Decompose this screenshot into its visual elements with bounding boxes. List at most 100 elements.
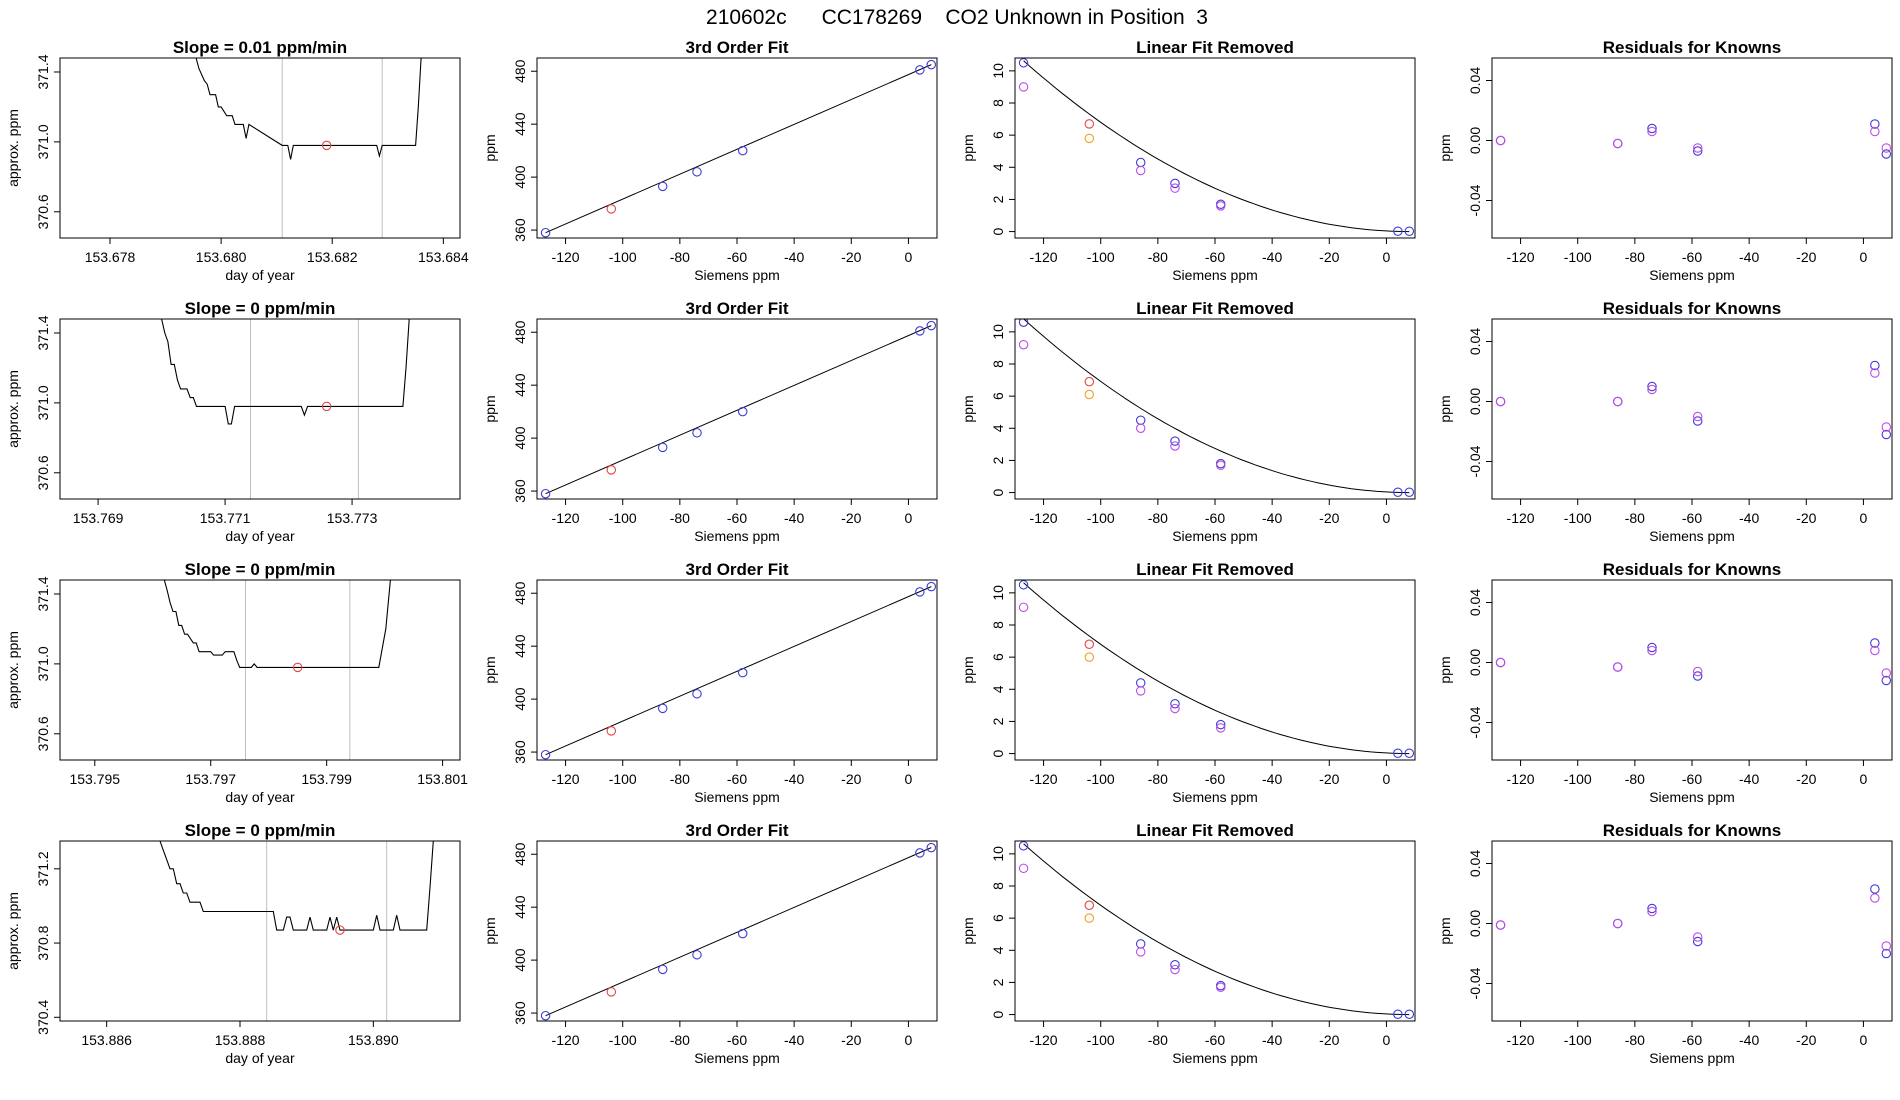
y-tick-label: 370.6 — [35, 455, 51, 490]
x-tick-label: -20 — [1796, 771, 1816, 787]
plot-area — [540, 842, 937, 1021]
data-point — [1881, 948, 1892, 959]
panel-title: Linear Fit Removed — [1136, 560, 1294, 579]
data-point — [1393, 487, 1403, 497]
data-point — [1135, 157, 1146, 168]
plot-area — [1495, 884, 1892, 959]
panel-title: Slope = 0 ppm/min — [185, 299, 336, 318]
y-tick-label: 0 — [990, 749, 1006, 757]
x-tick-label: -120 — [552, 771, 580, 787]
data-point — [1215, 982, 1226, 992]
data-point — [1692, 936, 1703, 947]
y-tick-label: 0.00 — [1467, 388, 1483, 415]
data-point — [1404, 487, 1415, 497]
x-tick-label: 153.795 — [69, 771, 120, 787]
x-tick-label: -80 — [670, 510, 690, 526]
data-point — [1692, 143, 1703, 153]
data-point — [1018, 82, 1029, 92]
y-tick-label: 0.04 — [1467, 589, 1483, 616]
trace-line — [159, 841, 434, 931]
data-point — [606, 726, 617, 736]
fit-curve — [1023, 582, 1410, 755]
panel-title: 3rd Order Fit — [686, 299, 789, 318]
x-tick-label: -40 — [1739, 249, 1759, 265]
data-point — [1018, 319, 1029, 327]
plot-frame — [59, 57, 461, 239]
data-point — [321, 140, 332, 151]
y-tick-label: 371.0 — [35, 646, 51, 681]
y-tick-label: 440 — [512, 895, 528, 919]
data-point — [1870, 893, 1880, 903]
x-tick-label: -20 — [1319, 771, 1339, 787]
page-title: 210602c CC178269 CO2 Unknown in Position… — [706, 6, 1208, 29]
data-point — [1881, 675, 1892, 686]
x-axis-label: Siemens ppm — [694, 528, 780, 544]
y-tick-label: -0.04 — [1467, 184, 1483, 216]
x-tick-label: -100 — [609, 510, 637, 526]
data-point — [692, 428, 702, 438]
plot-area — [163, 580, 391, 760]
y-tick-label: -0.04 — [1467, 967, 1483, 999]
panel-title: 3rd Order Fit — [686, 821, 789, 840]
x-tick-label: -40 — [1262, 510, 1282, 526]
x-tick-label: -120 — [1030, 771, 1058, 787]
data-point — [335, 925, 345, 935]
data-point — [926, 842, 937, 853]
data-point — [657, 964, 668, 975]
x-axis-label: day of year — [225, 267, 295, 283]
x-axis-label: day of year — [225, 1050, 295, 1066]
data-point — [1404, 748, 1415, 758]
plot-area — [1018, 319, 1415, 497]
y-tick-label: 10 — [990, 324, 1006, 340]
x-tick-label: -100 — [1087, 1032, 1115, 1048]
data-point — [1170, 441, 1180, 451]
x-tick-label: -40 — [1262, 771, 1282, 787]
x-tick-label: -100 — [609, 249, 637, 265]
x-tick-label: -40 — [1739, 1032, 1759, 1048]
plot-area — [1018, 841, 1415, 1019]
y-axis-label: ppm — [960, 917, 976, 944]
y-tick-label: 4 — [990, 685, 1006, 693]
plot-frame — [1491, 579, 1893, 761]
data-point — [1870, 638, 1880, 648]
data-point — [1692, 671, 1703, 681]
x-tick-label: -20 — [1319, 249, 1339, 265]
data-point — [1647, 384, 1657, 395]
plot-frame — [1014, 840, 1416, 1022]
data-point — [1393, 226, 1403, 237]
y-tick-label: 400 — [512, 165, 528, 189]
x-tick-label: -80 — [1148, 510, 1168, 526]
y-axis-label: approx. ppm — [5, 370, 21, 448]
panel-13: Slope = 0 ppm/min 153.886 153.888 153.890 37… — [5, 821, 461, 1066]
y-axis-label: ppm — [482, 917, 498, 944]
x-tick-label: 0 — [1383, 771, 1391, 787]
x-axis-label: Siemens ppm — [694, 267, 780, 283]
data-point — [1135, 686, 1146, 696]
panel-11: Linear Fit Removed -120 -100 -80 -60 -40 -20 0 0… — [960, 560, 1416, 805]
data-point — [1881, 941, 1892, 951]
data-point — [1870, 645, 1880, 656]
data-point — [1018, 841, 1029, 851]
data-point — [1084, 133, 1095, 144]
y-tick-label: 440 — [512, 373, 528, 397]
trace-line — [195, 58, 422, 160]
data-point — [1404, 226, 1415, 237]
data-point — [1170, 183, 1180, 193]
data-point — [1881, 149, 1892, 159]
data-point — [915, 326, 925, 336]
x-tick-label: -20 — [1319, 510, 1339, 526]
data-point — [1495, 920, 1506, 930]
plot-area — [540, 320, 937, 499]
x-tick-label: -40 — [1262, 249, 1282, 265]
data-point — [1170, 178, 1180, 189]
y-tick-label: -0.04 — [1467, 706, 1483, 738]
data-point — [1084, 376, 1095, 387]
plot-area — [195, 58, 422, 238]
x-tick-label: -60 — [1205, 1032, 1225, 1048]
data-point — [1881, 143, 1892, 153]
x-tick-label: -120 — [1507, 771, 1535, 787]
x-tick-label: -60 — [727, 771, 747, 787]
y-tick-label: 6 — [990, 914, 1006, 922]
plot-frame — [536, 840, 938, 1022]
